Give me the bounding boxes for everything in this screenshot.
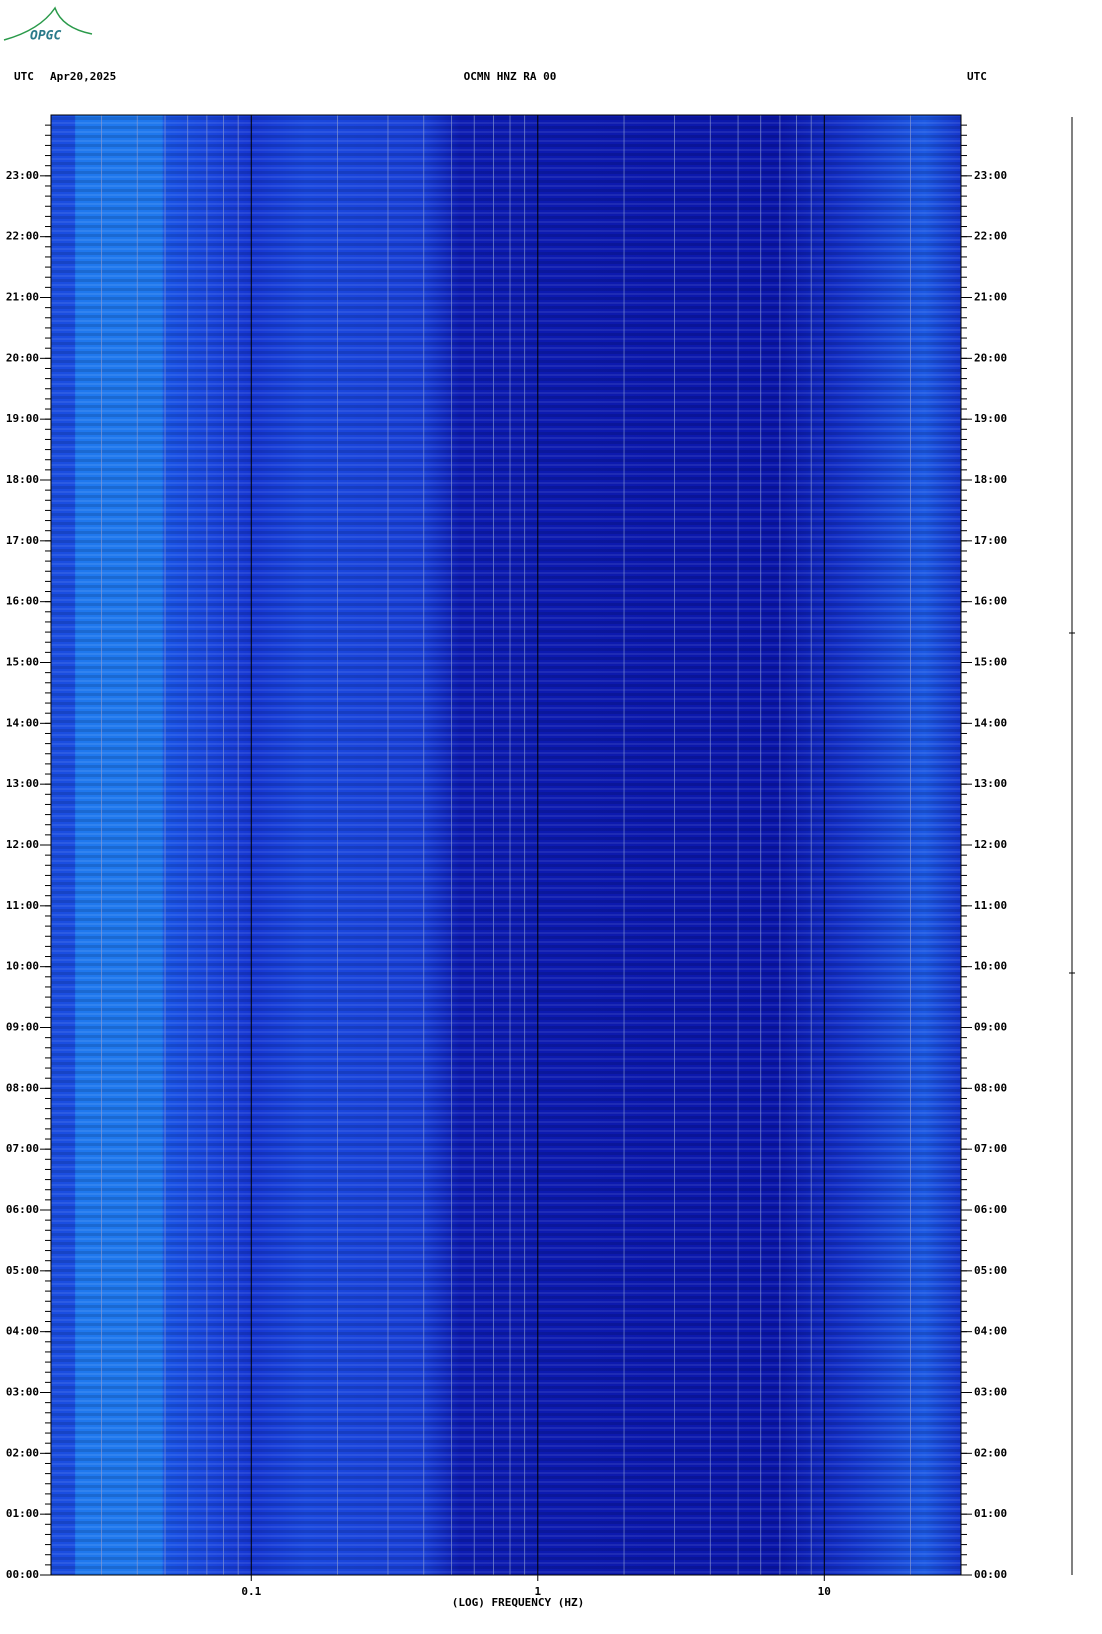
y-tick-label: 07:00 bbox=[6, 1142, 39, 1155]
y-tick-label: 12:00 bbox=[6, 838, 39, 851]
y-tick-label: 02:00 bbox=[6, 1446, 39, 1459]
y-tick-label: 04:00 bbox=[6, 1325, 39, 1338]
y-tick-label: 00:00 bbox=[6, 1568, 39, 1581]
x-tick-label: 10 bbox=[818, 1585, 831, 1598]
y-tick-label: 13:00 bbox=[6, 777, 39, 790]
chart-title: OCMN HNZ RA 00 bbox=[464, 70, 557, 83]
y-tick-label-right: 07:00 bbox=[974, 1142, 1007, 1155]
right-zone: UTC bbox=[967, 70, 987, 83]
y-tick-label-right: 22:00 bbox=[974, 230, 1007, 243]
y-tick-label: 08:00 bbox=[6, 1081, 39, 1094]
y-tick-label: 16:00 bbox=[6, 595, 39, 608]
y-tick-label-right: 19:00 bbox=[974, 412, 1007, 425]
y-tick-label: 05:00 bbox=[6, 1264, 39, 1277]
y-tick-label: 23:00 bbox=[6, 169, 39, 182]
y-tick-label-right: 16:00 bbox=[974, 595, 1007, 608]
y-tick-label: 11:00 bbox=[6, 899, 39, 912]
y-tick-label: 21:00 bbox=[6, 291, 39, 304]
y-tick-label-right: 08:00 bbox=[974, 1081, 1007, 1094]
left-zone: UTC bbox=[14, 70, 34, 83]
date: Apr20,2025 bbox=[50, 70, 116, 83]
y-tick-label-right: 01:00 bbox=[974, 1507, 1007, 1520]
y-tick-label-right: 09:00 bbox=[974, 1021, 1007, 1034]
y-tick-label: 01:00 bbox=[6, 1507, 39, 1520]
x-tick-label: 1 bbox=[534, 1585, 541, 1598]
x-axis-label: (LOG) FREQUENCY (HZ) bbox=[452, 1596, 584, 1609]
y-tick-label-right: 10:00 bbox=[974, 960, 1007, 973]
y-tick-label-right: 13:00 bbox=[974, 777, 1007, 790]
y-tick-label-right: 05:00 bbox=[974, 1264, 1007, 1277]
y-tick-label-right: 11:00 bbox=[974, 899, 1007, 912]
spectrogram-texture bbox=[51, 115, 961, 1575]
y-tick-label-right: 23:00 bbox=[974, 169, 1007, 182]
y-tick-label-right: 06:00 bbox=[974, 1203, 1007, 1216]
y-tick-label: 06:00 bbox=[6, 1203, 39, 1216]
y-tick-label: 18:00 bbox=[6, 473, 39, 486]
y-tick-label-right: 03:00 bbox=[974, 1386, 1007, 1399]
y-tick-label-right: 02:00 bbox=[974, 1446, 1007, 1459]
y-tick-label: 03:00 bbox=[6, 1386, 39, 1399]
y-tick-label-right: 12:00 bbox=[974, 838, 1007, 851]
y-tick-label: 10:00 bbox=[6, 960, 39, 973]
y-tick-label: 19:00 bbox=[6, 412, 39, 425]
y-tick-label-right: 14:00 bbox=[974, 716, 1007, 729]
y-tick-label-right: 00:00 bbox=[974, 1568, 1007, 1581]
y-tick-label: 15:00 bbox=[6, 656, 39, 669]
logo: OPGC bbox=[30, 29, 61, 44]
y-tick-label: 14:00 bbox=[6, 716, 39, 729]
y-tick-label: 17:00 bbox=[6, 534, 39, 547]
y-tick-label-right: 04:00 bbox=[974, 1325, 1007, 1338]
plot-frame bbox=[50, 114, 962, 1576]
y-tick-label: 09:00 bbox=[6, 1021, 39, 1034]
x-tick-label: 0.1 bbox=[241, 1585, 261, 1598]
y-tick-label-right: 18:00 bbox=[974, 473, 1007, 486]
y-tick-label-right: 21:00 bbox=[974, 291, 1007, 304]
logo-arc bbox=[3, 6, 93, 41]
y-tick-label: 22:00 bbox=[6, 230, 39, 243]
y-tick-label-right: 20:00 bbox=[974, 351, 1007, 364]
y-tick-label: 20:00 bbox=[6, 351, 39, 364]
y-tick-label-right: 15:00 bbox=[974, 656, 1007, 669]
y-tick-label-right: 17:00 bbox=[974, 534, 1007, 547]
